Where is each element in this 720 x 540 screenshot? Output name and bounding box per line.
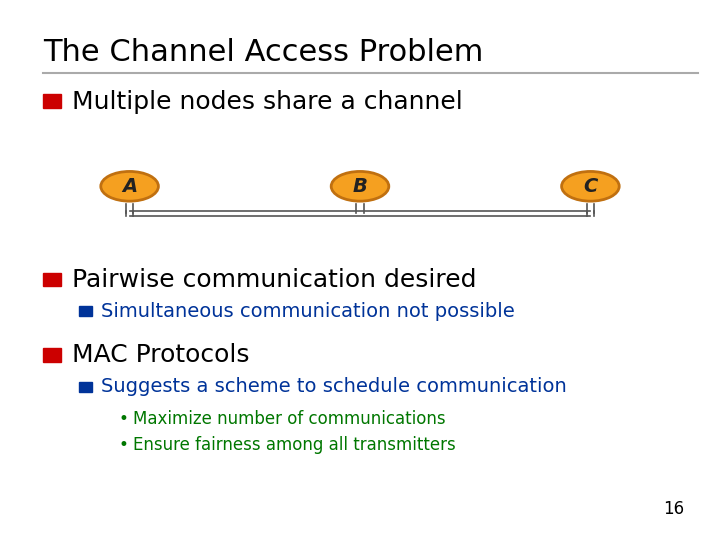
Text: Suggests a scheme to schedule communication: Suggests a scheme to schedule communicat…: [101, 377, 567, 396]
Text: The Channel Access Problem: The Channel Access Problem: [43, 38, 484, 67]
Text: Multiple nodes share a channel: Multiple nodes share a channel: [72, 90, 463, 113]
Text: A: A: [122, 177, 138, 196]
FancyBboxPatch shape: [43, 273, 61, 286]
FancyBboxPatch shape: [79, 382, 92, 392]
FancyBboxPatch shape: [79, 306, 92, 316]
Text: Simultaneous communication not possible: Simultaneous communication not possible: [101, 301, 515, 321]
Text: B: B: [353, 177, 367, 196]
Ellipse shape: [101, 172, 158, 201]
Text: •: •: [119, 436, 129, 455]
Ellipse shape: [562, 172, 619, 201]
Text: Maximize number of communications: Maximize number of communications: [133, 409, 446, 428]
FancyBboxPatch shape: [43, 348, 61, 362]
Text: MAC Protocols: MAC Protocols: [72, 343, 250, 367]
Ellipse shape: [331, 172, 389, 201]
Text: •: •: [119, 409, 129, 428]
Text: 16: 16: [663, 501, 684, 518]
Text: C: C: [583, 177, 598, 196]
Text: Ensure fairness among all transmitters: Ensure fairness among all transmitters: [133, 436, 456, 455]
FancyBboxPatch shape: [43, 94, 61, 108]
Text: Pairwise communication desired: Pairwise communication desired: [72, 268, 477, 292]
